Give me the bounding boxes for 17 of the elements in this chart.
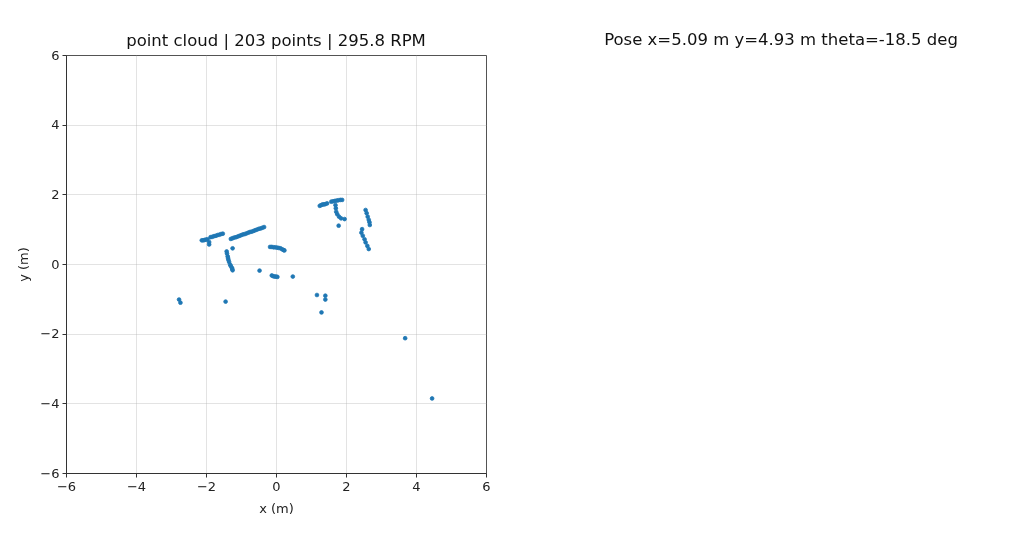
x-tick-label: −2: [196, 478, 217, 494]
y-tick-label: 0: [51, 256, 60, 272]
y-tick-label: −4: [40, 395, 60, 411]
y-tick-label: 4: [51, 117, 60, 133]
x-axis-title: x (m): [259, 500, 294, 516]
y-tick-label: −2: [40, 326, 60, 342]
y-axis-title: y (m): [16, 247, 32, 282]
text: Pose x=5.09 m y=4.93 m theta=-18.5 deg: [604, 30, 958, 49]
chart-title: point cloud | 203 points | 295.8 RPM: [126, 30, 426, 50]
x-tick-label: 6: [482, 478, 491, 494]
y-tick-label: −6: [40, 465, 60, 481]
x-tick-label: −4: [126, 478, 147, 494]
x-tick-label: 4: [412, 478, 421, 494]
x-tick-label: 2: [342, 478, 351, 494]
x-tick-label: 0: [272, 478, 281, 494]
y-tick-label: 2: [51, 186, 60, 202]
y-tick-label: 6: [51, 47, 60, 63]
